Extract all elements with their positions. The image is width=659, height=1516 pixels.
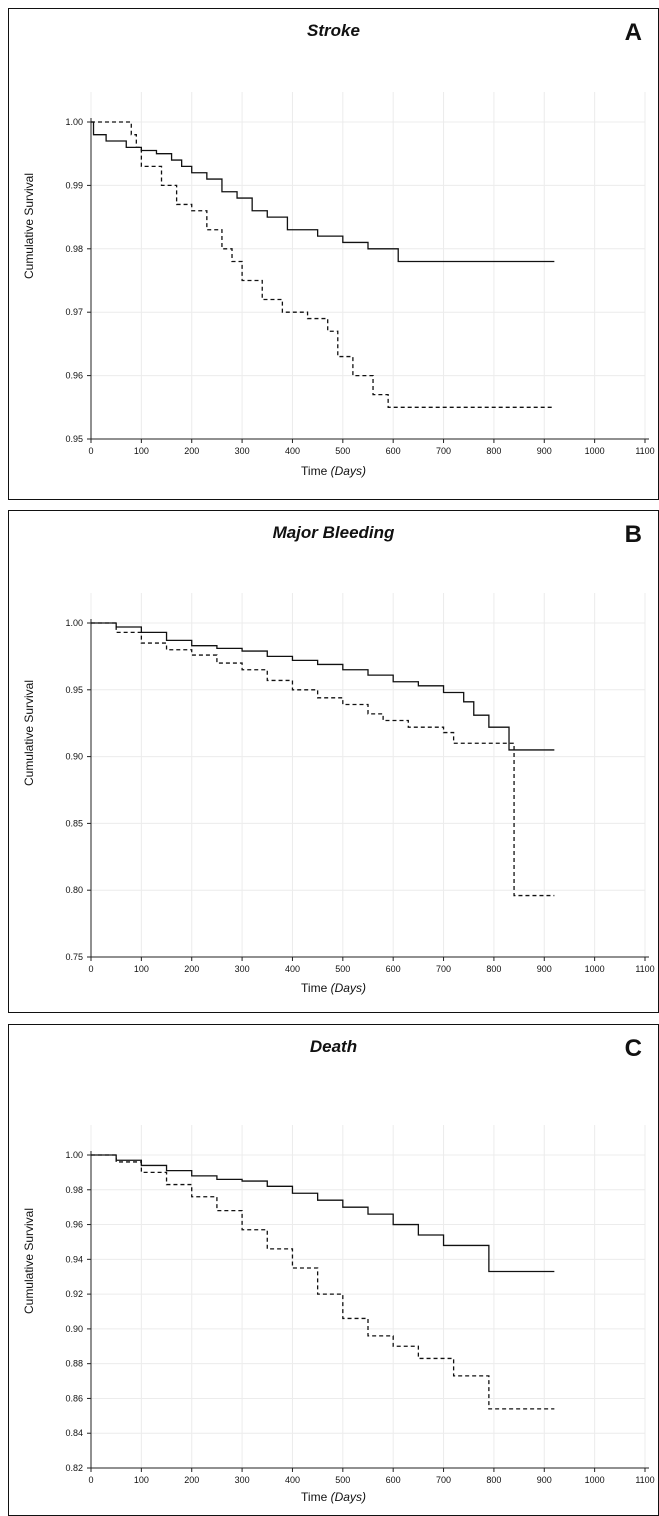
x-tick-label: 1000 [585, 446, 605, 456]
x-axis-label: Time (Days) [301, 464, 366, 478]
x-tick-label: 900 [537, 446, 552, 456]
x-tick-label: 400 [285, 446, 300, 456]
chart-svg-death: 0 100 200 300 400 500 600 700 800 900 1000 1100 0.82… [65, 1125, 655, 1485]
x-tick-label: 900 [537, 964, 552, 974]
y-tick-label: 0.97 [65, 307, 83, 317]
x-tick-label: 1000 [585, 964, 605, 974]
y-tick-label: 1.00 [65, 1150, 83, 1160]
x-tick-label: 900 [537, 1475, 552, 1485]
chart-panel-stroke: 0 100 200 300 400 500 600 700 800 900 1000 1100 0.95… [8, 8, 659, 500]
y-tick-label: 0.94 [65, 1254, 83, 1264]
x-tick-label: 600 [386, 446, 401, 456]
x-tick-label: 500 [335, 446, 350, 456]
y-tick-label: 0.86 [65, 1393, 83, 1403]
chart-svg-major-bleeding: 0 100 200 300 400 500 600 700 800 900 1000 1100 0.75… [65, 593, 655, 974]
panel-letter: A [624, 19, 642, 46]
y-tick-label: 0.88 [65, 1359, 83, 1369]
y-tick-label: 0.96 [65, 1220, 83, 1230]
series-line-solid [91, 1154, 555, 1273]
series-line-solid [91, 121, 555, 263]
x-tick-label: 600 [386, 1475, 401, 1485]
x-tick-label: 0 [88, 964, 93, 974]
x-tick-label: 800 [486, 964, 501, 974]
x-tick-label: 200 [184, 964, 199, 974]
x-tick-label: 700 [436, 446, 451, 456]
y-tick-label: 1.00 [65, 117, 83, 127]
y-tick-label: 0.99 [65, 180, 83, 190]
x-tick-label: 0 [88, 1475, 93, 1485]
x-tick-label: 400 [285, 1475, 300, 1485]
y-tick-label: 0.75 [65, 952, 83, 962]
y-tick-label: 0.90 [65, 1324, 83, 1334]
panel-letter: C [624, 1035, 642, 1062]
series-line-dashed [91, 1154, 555, 1410]
x-tick-label: 1100 [635, 446, 654, 456]
x-tick-label: 300 [235, 446, 250, 456]
x-axis-label: Time (Days) [301, 981, 366, 995]
x-axis-unit: (Days) [330, 1490, 366, 1504]
y-tick-label: 0.84 [65, 1428, 83, 1438]
x-tick-label: 800 [486, 1475, 501, 1485]
y-tick-label: 1.00 [65, 618, 83, 628]
y-tick-label: 0.90 [65, 752, 83, 762]
x-axis-unit: (Days) [330, 464, 366, 478]
series-line-dashed [91, 622, 555, 897]
chart-title: Major Bleeding [272, 523, 395, 542]
x-tick-label: 0 [88, 446, 93, 456]
x-tick-label: 500 [335, 1475, 350, 1485]
x-tick-label: 500 [335, 964, 350, 974]
chart-title: Death [309, 1037, 358, 1056]
x-tick-label: 400 [285, 964, 300, 974]
y-tick-label: 0.92 [65, 1289, 83, 1299]
x-tick-label: 200 [184, 1475, 199, 1485]
y-tick-label: 0.95 [65, 434, 83, 444]
y-tick-label: 0.80 [65, 885, 83, 895]
chart-panel-major-bleeding: 0 100 200 300 400 500 600 700 800 900 1000 1100 0.75… [8, 510, 659, 1013]
x-tick-label: 600 [386, 964, 401, 974]
x-axis-unit: (Days) [330, 981, 366, 995]
y-tick-label: 0.98 [65, 244, 83, 254]
y-tick-label: 0.98 [65, 1185, 83, 1195]
chart-svg-stroke: 0 100 200 300 400 500 600 700 800 900 1000 1100 0.95… [65, 92, 655, 456]
x-tick-label: 1000 [585, 1475, 605, 1485]
chart-panel-death: 0 100 200 300 400 500 600 700 800 900 1000 1100 0.82… [8, 1024, 659, 1516]
x-axis-label: Time (Days) [301, 1490, 366, 1504]
y-tick-label: 0.82 [65, 1463, 83, 1473]
x-tick-label: 700 [436, 964, 451, 974]
series-line-solid [91, 622, 555, 751]
x-tick-label: 200 [184, 446, 199, 456]
x-tick-label: 300 [235, 964, 250, 974]
x-tick-label: 300 [235, 1475, 250, 1485]
x-tick-label: 800 [486, 446, 501, 456]
y-tick-label: 0.96 [65, 371, 83, 381]
panel-letter: B [624, 521, 642, 548]
x-tick-label: 100 [134, 964, 149, 974]
x-tick-label: 700 [436, 1475, 451, 1485]
series-line-dashed [91, 121, 555, 408]
x-tick-label: 100 [134, 446, 149, 456]
y-tick-label: 0.85 [65, 818, 83, 828]
chart-title: Stroke [307, 21, 360, 40]
x-tick-label: 1100 [635, 964, 654, 974]
x-tick-label: 1100 [635, 1475, 654, 1485]
y-tick-label: 0.95 [65, 685, 83, 695]
x-tick-label: 100 [134, 1475, 149, 1485]
